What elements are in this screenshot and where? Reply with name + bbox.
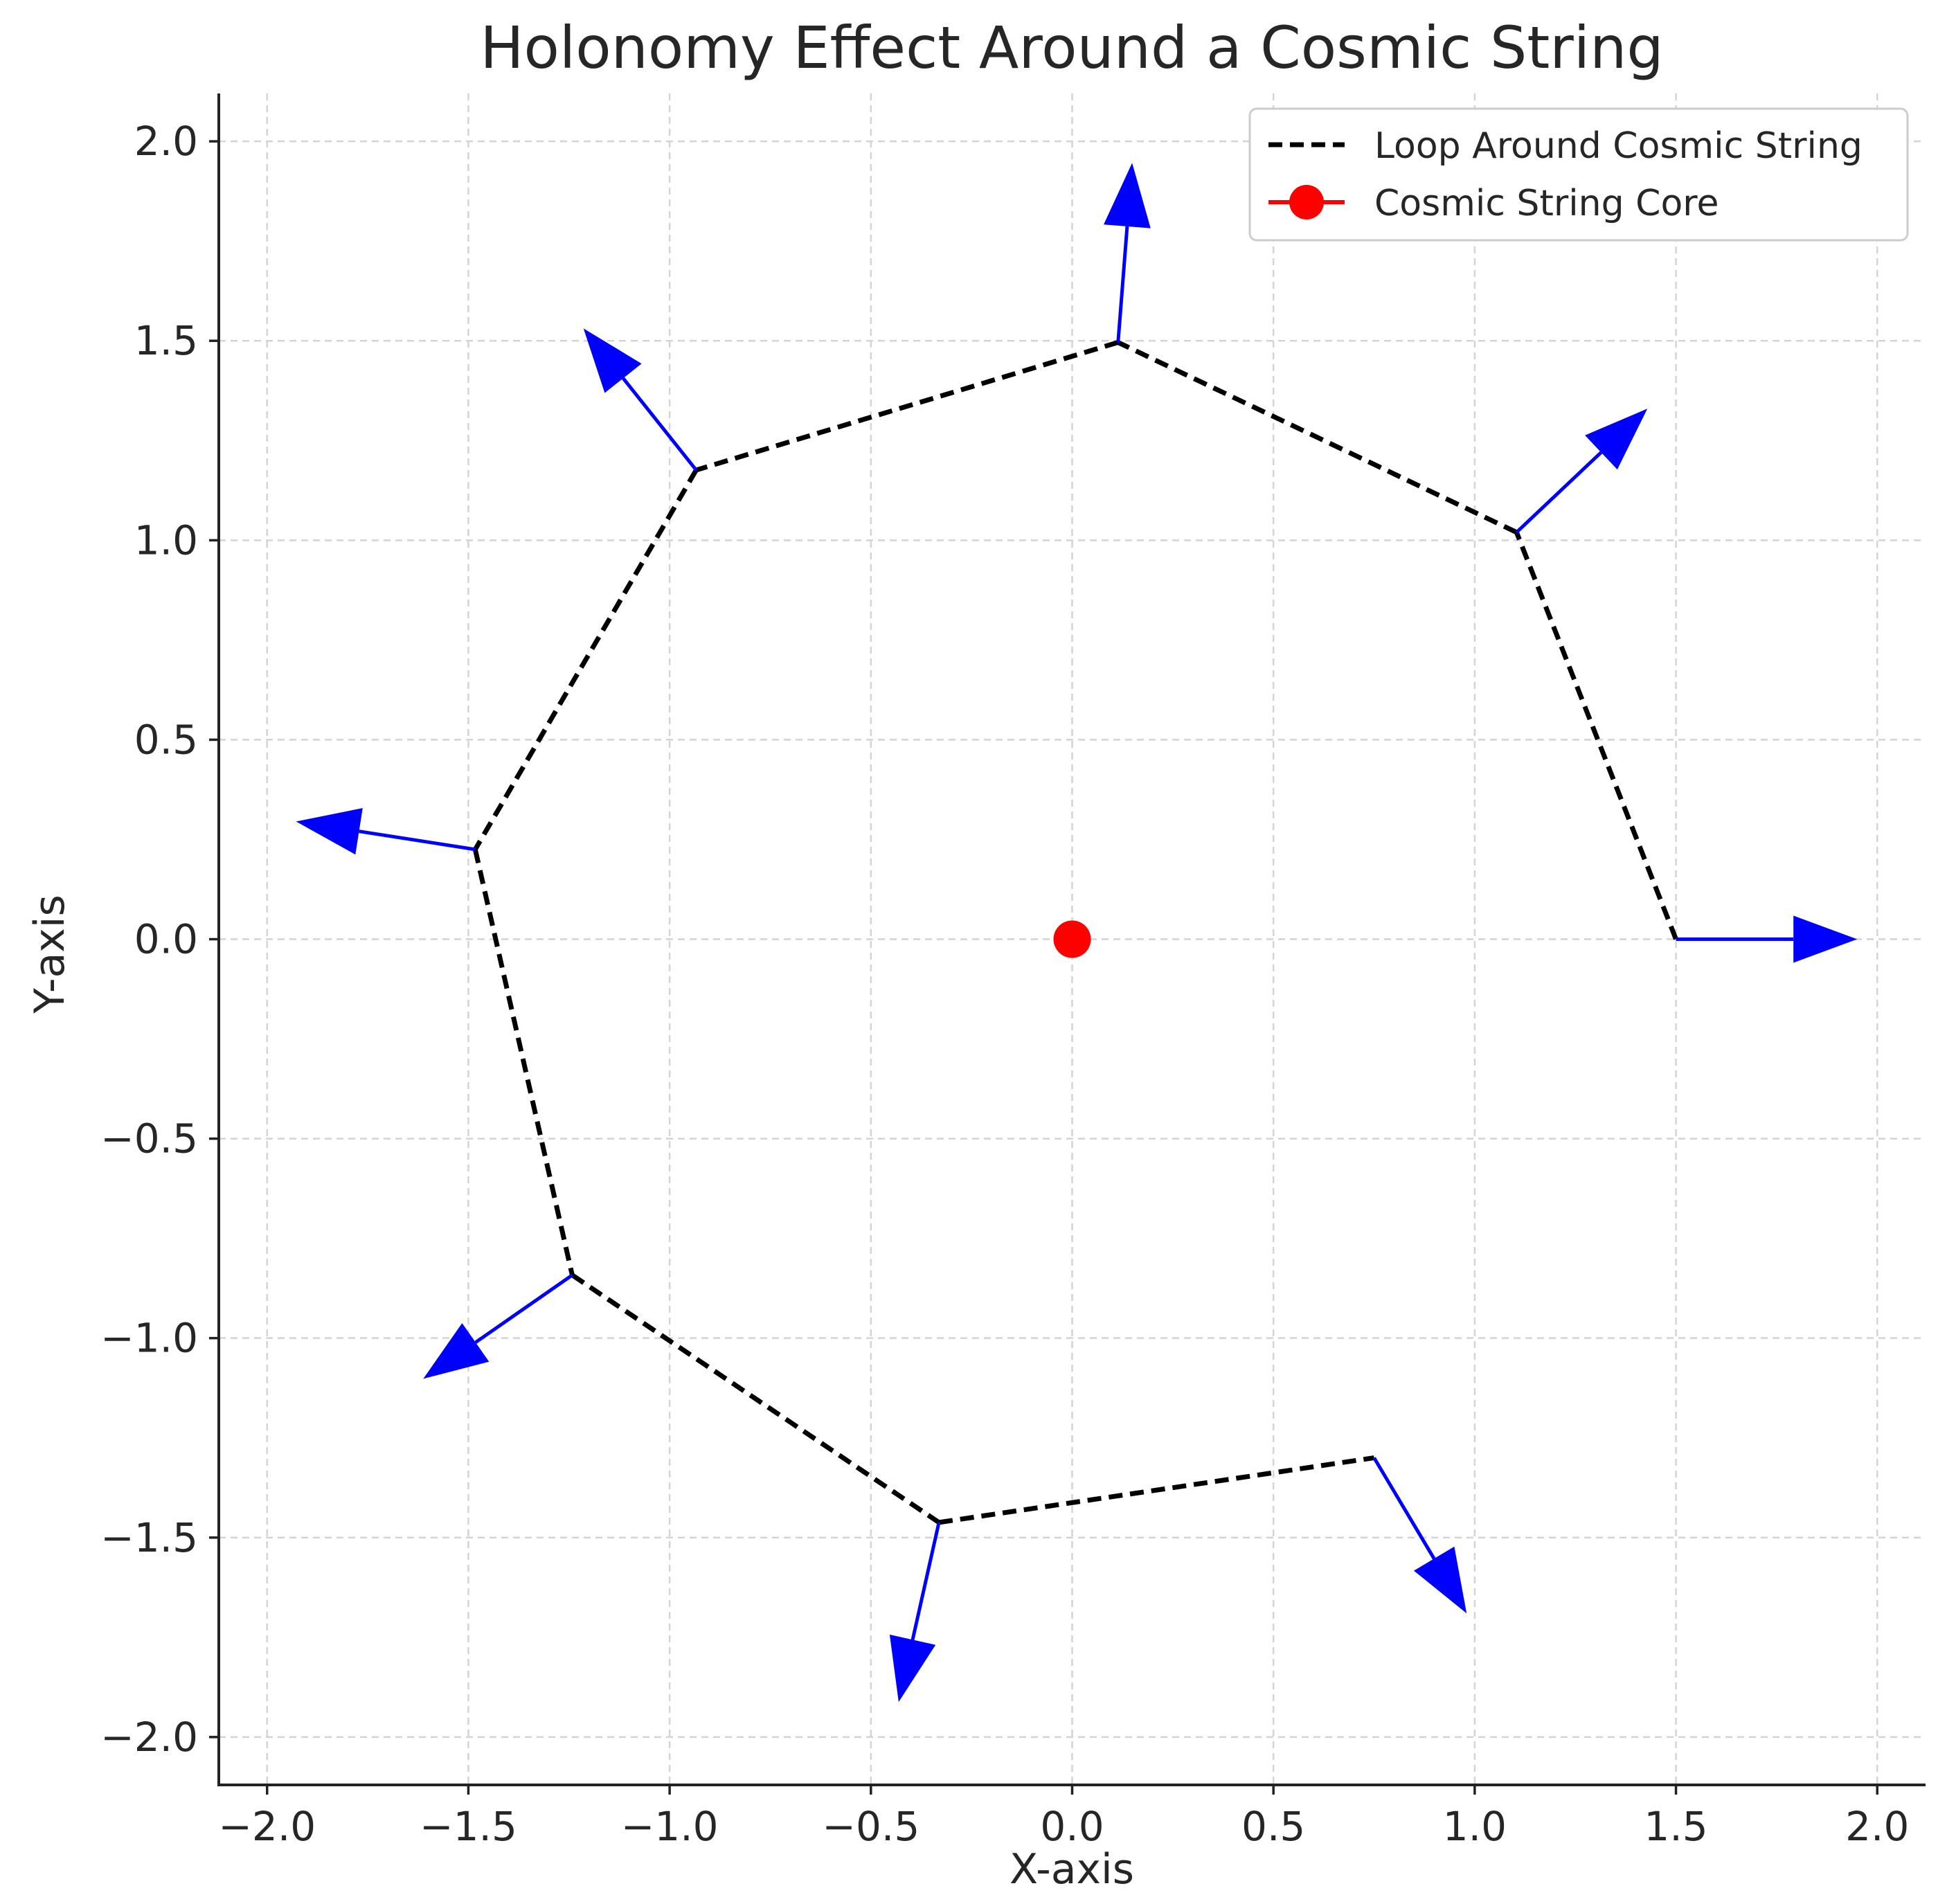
vector-arrow-head — [583, 328, 642, 393]
loop-segment — [571, 1273, 941, 1525]
x-tick-label: 1.5 — [1644, 1803, 1707, 1850]
y-tick-label: 1.5 — [134, 317, 198, 364]
vector-arrow — [889, 1522, 941, 1703]
vector-arrow — [423, 1273, 573, 1379]
x-tick-label: −1.0 — [621, 1803, 719, 1850]
y-tick-label: −0.5 — [100, 1115, 198, 1162]
vector-arrow-head — [296, 808, 363, 855]
vector-arrow-shaft — [474, 1273, 573, 1344]
x-tick-label: 1.0 — [1443, 1803, 1507, 1850]
vector-arrow-head — [423, 1323, 490, 1379]
plot-series — [296, 163, 1858, 1703]
loop-segment — [472, 849, 575, 1276]
vector-arrow — [1372, 1457, 1467, 1614]
vector-arrow-shaft — [1116, 226, 1129, 343]
vector-arrow-head — [1414, 1546, 1467, 1614]
x-tick-label: −2.0 — [218, 1803, 316, 1850]
vector-arrow-shaft — [1372, 1457, 1436, 1560]
x-tick-label: −0.5 — [822, 1803, 919, 1850]
vector-arrow-head — [1793, 915, 1858, 963]
vector-arrow-shaft — [622, 377, 698, 471]
loop-segment — [473, 469, 699, 851]
legend-core-marker — [1289, 185, 1324, 219]
y-tick-label: 2.0 — [134, 118, 198, 165]
vector-arrow-shaft — [359, 829, 476, 852]
vector-arrow-shaft — [1515, 451, 1603, 534]
vector-arrow-head — [1104, 163, 1151, 228]
x-tick-label: −1.5 — [420, 1803, 517, 1850]
y-tick-label: −1.5 — [100, 1514, 198, 1561]
legend-label-loop: Loop Around Cosmic String — [1374, 125, 1863, 167]
cosmic-string-core-marker — [1053, 920, 1091, 958]
vector-arrow — [583, 328, 698, 471]
chart-title: Holonomy Effect Around a Cosmic String — [480, 14, 1663, 82]
legend: Loop Around Cosmic String Cosmic String … — [1248, 107, 1909, 242]
loop-segment — [1514, 531, 1678, 940]
y-tick-label: 0.5 — [134, 716, 198, 763]
loop-segment — [695, 340, 1119, 473]
vector-arrow-shaft — [910, 1522, 941, 1640]
axes: −2.0 −1.5 −1.0 −0.5 0.0 0.5 1.0 1.5 2.0 −2.0 −1.5 −… — [100, 93, 1926, 1850]
x-axis-label: X-axis — [1010, 1845, 1134, 1894]
legend-frame — [1248, 107, 1909, 242]
loop-segment — [1117, 340, 1518, 535]
vector-arrow — [1515, 408, 1648, 534]
y-tick-label: 0.0 — [134, 916, 198, 963]
y-tick-label: 1.0 — [134, 517, 198, 564]
y-tick-label: −2.0 — [100, 1714, 198, 1761]
vector-arrow — [1104, 163, 1151, 343]
x-tick-label: 0.5 — [1241, 1803, 1305, 1850]
legend-label-core: Cosmic String Core — [1374, 183, 1719, 224]
vector-arrow — [296, 808, 476, 855]
y-tick-label: −1.0 — [100, 1315, 198, 1362]
vector-arrow-head — [889, 1634, 936, 1703]
vector-arrow — [1676, 915, 1858, 963]
x-tick-label: 0.0 — [1040, 1803, 1104, 1850]
x-tick-label: 2.0 — [1845, 1803, 1909, 1850]
y-axis-label: Y-axis — [26, 895, 74, 1014]
vector-arrow-head — [1585, 408, 1648, 470]
loop-segment — [938, 1455, 1375, 1525]
